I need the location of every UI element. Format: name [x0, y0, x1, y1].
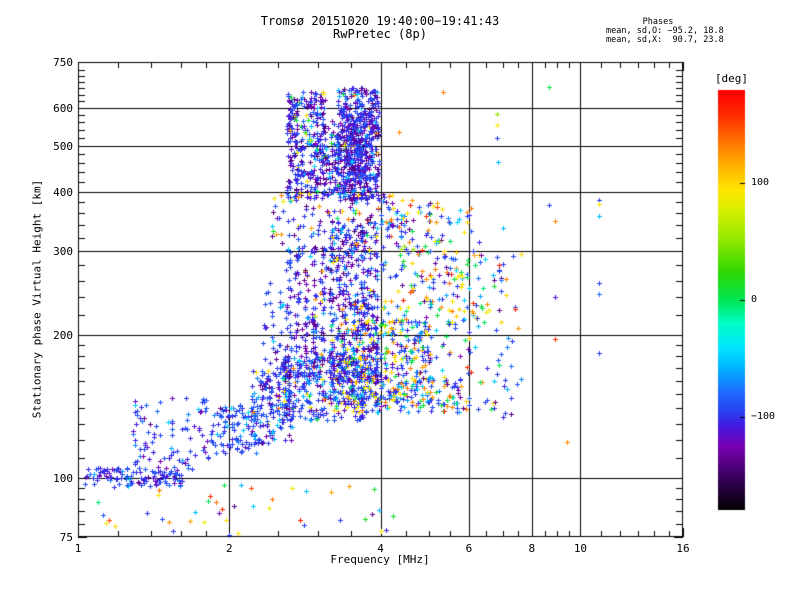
plot-subtitle: RwPretec (8p)	[333, 27, 427, 41]
phase-stats-o-mode: mean, sd,O: −95.2, 18.8	[606, 26, 724, 36]
phase-stats-x-mode: mean, sd,X: 90.7, 23.8	[606, 35, 724, 45]
y-tick-label: 400	[53, 185, 73, 199]
x-tick-label: 16	[676, 542, 690, 555]
y-tick-label: 75	[59, 531, 73, 544]
x-tick-label: 1	[74, 542, 82, 555]
y-tick-label: 200	[53, 328, 73, 342]
y-tick-label: 750	[53, 56, 73, 69]
x-tick-label: 6	[465, 542, 473, 555]
colorbar-tick-label: 0	[751, 294, 758, 305]
x-tick-label: 4	[377, 542, 384, 555]
phase-stats-title: Phases	[642, 17, 674, 27]
plot-title: Tromsø 20151020 19:40:00−19:41:43	[260, 14, 500, 28]
x-tick-label: 8	[528, 542, 536, 555]
x-tick-label: 10	[573, 542, 588, 555]
y-tick-label: 300	[53, 245, 73, 259]
colorbar-tick-label: 100	[751, 177, 770, 189]
y-tick-label: 500	[53, 139, 73, 153]
y-tick-label: 600	[53, 102, 73, 116]
y-tick-label: 100	[53, 471, 73, 485]
colorbar-unit-label: [deg]	[714, 72, 749, 85]
y-axis-label: Stationary phase Virtual Height [km]	[30, 179, 44, 419]
x-axis-label: Frequency [MHz]	[330, 553, 430, 566]
x-tick-label: 2	[225, 542, 233, 555]
colorbar-tick-label: −100	[751, 410, 776, 422]
